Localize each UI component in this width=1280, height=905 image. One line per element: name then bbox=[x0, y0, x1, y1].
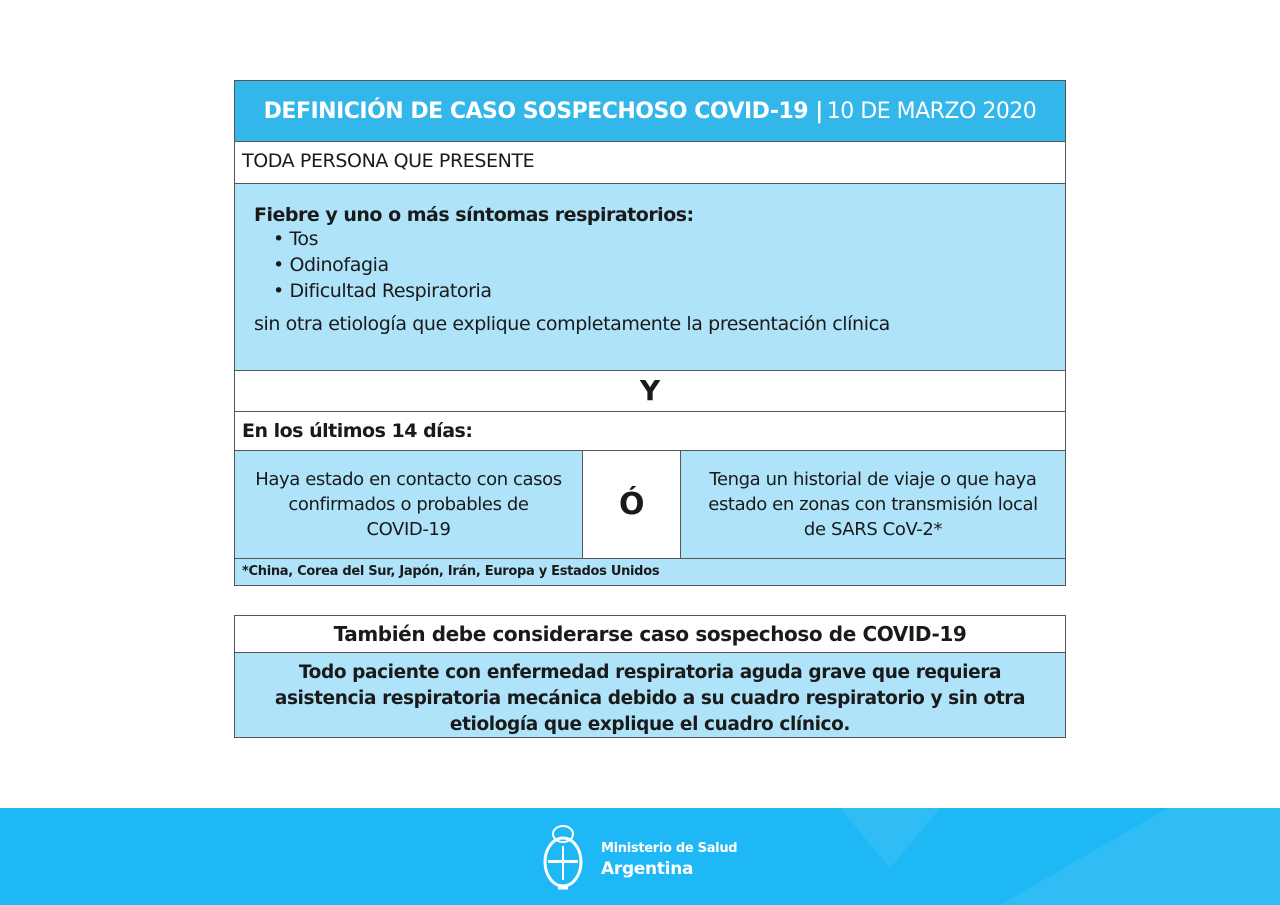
symptoms-section: Fiebre y uno o más síntomas respiratorio… bbox=[235, 184, 1065, 371]
symptom-item: • Odinofagia bbox=[273, 254, 389, 276]
secondary-title: También debe considerarse caso sospechos… bbox=[235, 616, 1065, 653]
symptoms-heading: Fiebre y uno o más síntomas respiratorio… bbox=[254, 204, 694, 226]
table-title: DEFINICIÓN DE CASO SOSPECHOSO COVID-19 |… bbox=[235, 81, 1065, 142]
option-contact: Haya estado en contacto con casos confir… bbox=[235, 451, 583, 558]
and-label: Y bbox=[235, 371, 1065, 412]
escudo-argentina-icon bbox=[543, 825, 583, 890]
symptom-item: • Dificultad Respiratoria bbox=[273, 280, 492, 302]
footer-ministry: Ministerio de Salud bbox=[601, 841, 738, 856]
option-travel: Tenga un historial de viaje o que haya e… bbox=[681, 451, 1065, 558]
period-label: En los últimos 14 días: bbox=[235, 412, 1065, 451]
secondary-body: Todo paciente con enfermedad respiratori… bbox=[235, 653, 1065, 737]
secondary-definition: También debe considerarse caso sospechos… bbox=[234, 615, 1066, 738]
footer-country: Argentina bbox=[601, 859, 694, 879]
options-row: Haya estado en contacto con casos confir… bbox=[235, 451, 1065, 559]
etiology-text: sin otra etiología que explique completa… bbox=[254, 313, 890, 335]
intro-row: TODA PERSONA QUE PRESENTE bbox=[235, 142, 1065, 184]
symptom-item: • Tos bbox=[273, 228, 319, 250]
footnote: *China, Corea del Sur, Japón, Irán, Euro… bbox=[235, 559, 1065, 585]
case-definition-table: DEFINICIÓN DE CASO SOSPECHOSO COVID-19 |… bbox=[234, 80, 1066, 586]
or-label: Ó bbox=[583, 451, 681, 558]
footer-band: Ministerio de Salud Argentina bbox=[0, 808, 1280, 905]
